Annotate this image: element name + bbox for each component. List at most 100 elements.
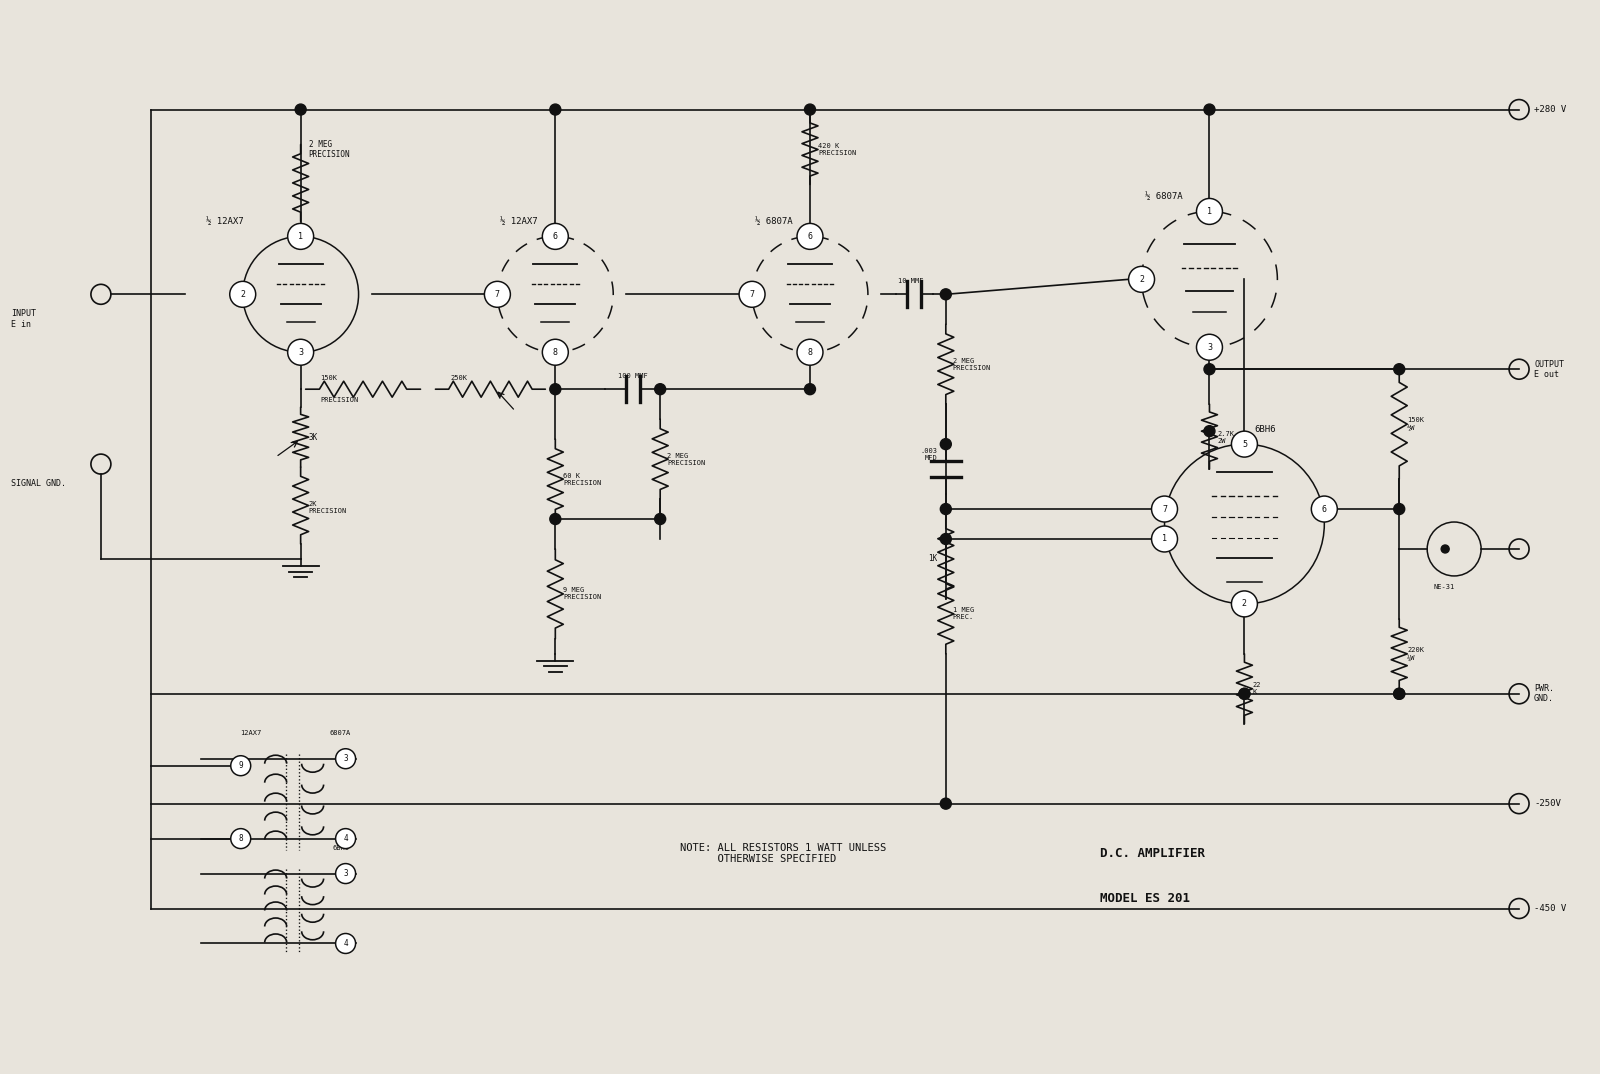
Text: OUTPUT
E out: OUTPUT E out [1534,360,1565,379]
Text: 2 MEG
PRECISION: 2 MEG PRECISION [309,140,350,159]
Text: 1: 1 [298,232,302,241]
Text: 420 K
PRECISION: 420 K PRECISION [818,143,856,156]
Circle shape [805,383,816,394]
Circle shape [1312,496,1338,522]
Text: -450 V: -450 V [1534,904,1566,913]
Text: 2 MEG
PRECISION: 2 MEG PRECISION [954,358,990,371]
Text: 1 MEG
PREC.: 1 MEG PREC. [954,608,974,621]
Text: 2: 2 [1139,275,1144,284]
Text: -250V: -250V [1534,799,1562,808]
Circle shape [550,104,562,115]
Text: 3K: 3K [309,433,318,441]
Circle shape [1203,425,1214,437]
Circle shape [230,281,256,307]
Text: PRECISION: PRECISION [320,397,358,403]
Circle shape [654,513,666,524]
Circle shape [288,223,314,249]
Circle shape [941,534,952,545]
Circle shape [1232,591,1258,616]
Text: 220K
¼W: 220K ¼W [1408,647,1424,661]
Text: 8: 8 [554,348,558,357]
Text: 1: 1 [1206,207,1211,216]
Circle shape [1394,504,1405,514]
Text: 100 MMF: 100 MMF [618,373,648,379]
Text: 2.7K
2W: 2.7K 2W [1218,431,1235,444]
Text: 150K
½W: 150K ½W [1408,418,1424,431]
Text: 2 MEG
PRECISION: 2 MEG PRECISION [667,452,706,466]
Text: 6807A: 6807A [330,729,352,736]
Circle shape [1394,364,1405,375]
Circle shape [654,383,666,394]
Circle shape [941,798,952,809]
Circle shape [294,104,306,115]
Circle shape [336,749,355,769]
Text: 22
K: 22 K [1253,682,1261,695]
Text: 6: 6 [808,232,813,241]
Circle shape [739,281,765,307]
Circle shape [1394,688,1405,699]
Text: 6BH6: 6BH6 [333,844,349,851]
Circle shape [1232,431,1258,458]
Text: ½ 6807A: ½ 6807A [1144,192,1182,202]
Text: 1K: 1K [928,554,938,564]
Circle shape [230,756,251,775]
Circle shape [1152,496,1178,522]
Text: 12AX7: 12AX7 [240,729,261,736]
Circle shape [288,339,314,365]
Text: 150K: 150K [320,375,338,381]
Circle shape [336,863,355,884]
Text: 7: 7 [1162,505,1166,513]
Circle shape [805,104,816,115]
Text: MODEL ES 201: MODEL ES 201 [1099,892,1190,905]
Circle shape [797,339,822,365]
Text: 10 MMF: 10 MMF [898,278,923,285]
Circle shape [1238,688,1250,699]
Circle shape [1238,688,1250,699]
Circle shape [1197,334,1222,360]
Circle shape [542,223,568,249]
Circle shape [1442,545,1450,553]
Text: 3: 3 [344,869,347,879]
Text: 2: 2 [240,290,245,299]
Text: 7: 7 [494,290,499,299]
Text: 5: 5 [1242,439,1246,449]
Circle shape [797,223,822,249]
Circle shape [941,289,952,300]
Text: 3: 3 [344,754,347,764]
Circle shape [941,504,952,514]
Text: NOTE: ALL RESISTORS 1 WATT UNLESS
      OTHERWISE SPECIFIED: NOTE: ALL RESISTORS 1 WATT UNLESS OTHERW… [680,843,886,865]
Text: 9: 9 [238,761,243,770]
Text: 6: 6 [1322,505,1326,513]
Text: D.C. AMPLIFIER: D.C. AMPLIFIER [1099,847,1205,860]
Text: 250K: 250K [451,375,467,381]
Text: 9 MEG
PRECISION: 9 MEG PRECISION [563,587,602,600]
Text: 4: 4 [344,939,347,948]
Text: ½ 12AX7: ½ 12AX7 [501,217,538,227]
Circle shape [1203,104,1214,115]
Text: 2: 2 [1242,599,1246,608]
Circle shape [336,933,355,954]
Circle shape [550,513,562,524]
Text: +280 V: +280 V [1534,105,1566,114]
Text: NE-31: NE-31 [1434,584,1454,590]
Circle shape [542,339,568,365]
Text: .003
MFD: .003 MFD [922,448,938,461]
Text: INPUT
E in: INPUT E in [11,309,37,329]
Text: 4: 4 [344,834,347,843]
Text: 8: 8 [808,348,813,357]
Text: 7: 7 [749,290,755,299]
Circle shape [941,438,952,450]
Text: SIGNAL GND.: SIGNAL GND. [11,479,66,488]
Text: 2K
PRECISION: 2K PRECISION [309,500,347,513]
Circle shape [230,829,251,848]
Circle shape [485,281,510,307]
Text: 6BH6: 6BH6 [1254,425,1275,434]
Text: ½ 6807A: ½ 6807A [755,217,792,227]
Text: 6: 6 [554,232,558,241]
Circle shape [1152,526,1178,552]
Circle shape [1394,688,1405,699]
Circle shape [336,829,355,848]
Text: 8: 8 [238,834,243,843]
Text: 3: 3 [298,348,302,357]
Text: PWR.
GND.: PWR. GND. [1534,684,1554,703]
